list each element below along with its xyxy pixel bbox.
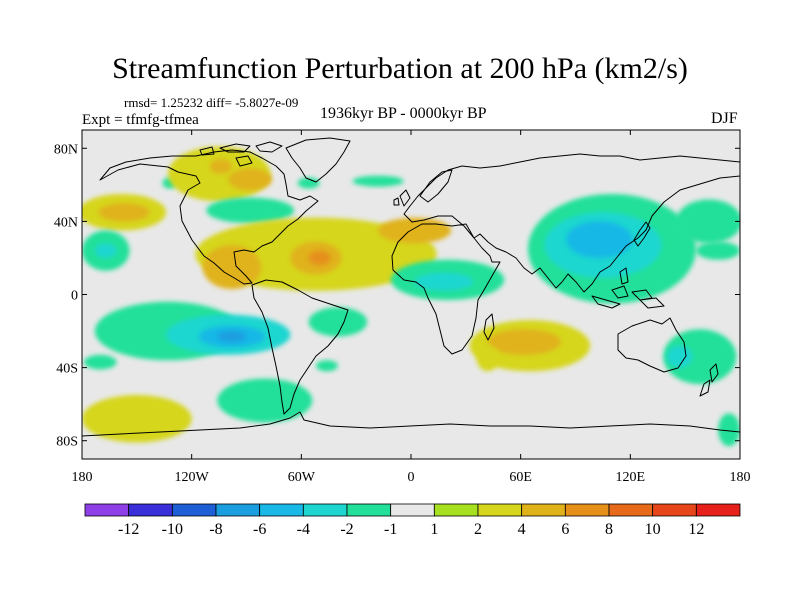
colorbar-bin — [128, 503, 173, 517]
anomaly-region — [209, 159, 232, 174]
plot-title: Streamfunction Perturbation at 200 hPa (… — [112, 52, 688, 85]
colorbar-label: 1 — [430, 521, 438, 538]
coastline-south-america — [251, 279, 349, 415]
colorbar-label: 6 — [561, 521, 569, 538]
period-label: 1936kyr BP - 0000kyr BP — [320, 105, 487, 122]
colorbar-bin — [608, 503, 654, 517]
x-tick-label: 120W — [175, 470, 210, 485]
coastlines — [82, 137, 740, 437]
colorbar-bin — [652, 503, 697, 517]
colorbar-label: -1 — [384, 521, 397, 538]
anomaly-region — [696, 241, 740, 260]
anomaly-region — [206, 197, 295, 224]
anomaly-region — [217, 331, 247, 343]
coastline-southeast-asia-islands — [591, 267, 665, 309]
anomaly-region — [94, 243, 117, 258]
coastline-antarctica — [82, 411, 740, 437]
anomaly-region — [202, 245, 262, 290]
x-tick-label: 60W — [288, 470, 316, 485]
anomaly-region — [352, 175, 404, 187]
coastline-new-zealand — [699, 363, 719, 397]
anomaly-region — [566, 221, 633, 258]
colorbar-bin — [521, 503, 566, 517]
colorbar-bin — [433, 503, 479, 517]
colorbar-bin — [346, 503, 392, 517]
anomaly-region — [315, 360, 338, 372]
experiment-label: Expt = tfmfg-tfmea — [82, 112, 199, 128]
colorbar: -12 -10 -8 -6 -4 -2 -1 1 2 4 6 8 10 12 — [84, 503, 741, 538]
anomaly-region — [476, 345, 499, 372]
colorbar-label: -2 — [340, 521, 353, 538]
x-tick-label: 0 — [408, 470, 415, 485]
coastline-scandinavia — [419, 169, 453, 203]
coastline-greenland — [285, 137, 351, 183]
x-tick-label: 60E — [509, 470, 532, 485]
colorbar-label: 10 — [645, 521, 661, 538]
y-tick-label: 80N — [54, 142, 78, 157]
anomaly-region — [663, 329, 737, 385]
colorbar-label: 12 — [688, 521, 704, 538]
y-tick-label: 40N — [54, 215, 78, 230]
colorbar-label: -4 — [297, 521, 310, 538]
y-tick-label: 80S — [56, 435, 78, 450]
colorbar-label: 2 — [474, 521, 482, 538]
x-tick-label: 120E — [616, 470, 646, 485]
colorbar-label: -12 — [118, 521, 139, 538]
coastline-north-america — [99, 149, 319, 285]
colorbar-bin — [171, 503, 217, 517]
anomaly-region — [83, 354, 117, 370]
colorbar-label: -10 — [162, 521, 183, 538]
y-tick-label: 0 — [71, 289, 78, 304]
anomaly-region — [98, 203, 150, 222]
anomaly-region — [487, 329, 561, 355]
y-tick-label: 40S — [56, 362, 78, 377]
colorbar-label: 4 — [518, 521, 526, 538]
season-label: DJF — [711, 110, 738, 127]
colorbar-bin — [259, 503, 304, 517]
colorbar-bin — [695, 503, 741, 517]
x-tick-label: 180 — [730, 470, 751, 485]
colorbar-bin — [477, 503, 523, 517]
coastline-australia — [617, 317, 687, 373]
anomaly-region — [666, 345, 693, 368]
coastline-british-isles — [393, 189, 411, 207]
anomaly-region — [718, 413, 740, 447]
colorbar-label: -6 — [253, 521, 266, 538]
anomaly-field — [82, 146, 740, 447]
anomaly-region — [414, 272, 474, 291]
anomaly-region — [676, 199, 740, 244]
coastline-japan — [633, 221, 651, 247]
coastline-canadian-islands — [199, 141, 283, 167]
coastline-madagascar — [483, 313, 495, 341]
colorbar-bin — [390, 503, 435, 517]
anomaly-region — [217, 378, 313, 423]
colorbar-label: 8 — [605, 521, 613, 538]
colorbar-label: -8 — [209, 521, 222, 538]
anomaly-region — [308, 307, 368, 337]
axis-ticks: 180 120W 60W 0 60E 120E 180 80N 40N 0 40S 80S — [54, 130, 751, 485]
colorbar-bin — [215, 503, 261, 517]
anomaly-region — [308, 250, 331, 266]
anomaly-region — [297, 177, 320, 189]
x-tick-label: 180 — [72, 470, 93, 485]
colorbar-bin — [302, 503, 348, 517]
colorbar-bin — [564, 503, 610, 517]
colorbar-bin — [84, 503, 130, 517]
anomaly-region — [82, 395, 192, 443]
rmsd-diff-stats: rmsd= 1.25232 diff= -5.8027e-09 — [124, 95, 299, 110]
anomaly-region — [228, 168, 273, 191]
